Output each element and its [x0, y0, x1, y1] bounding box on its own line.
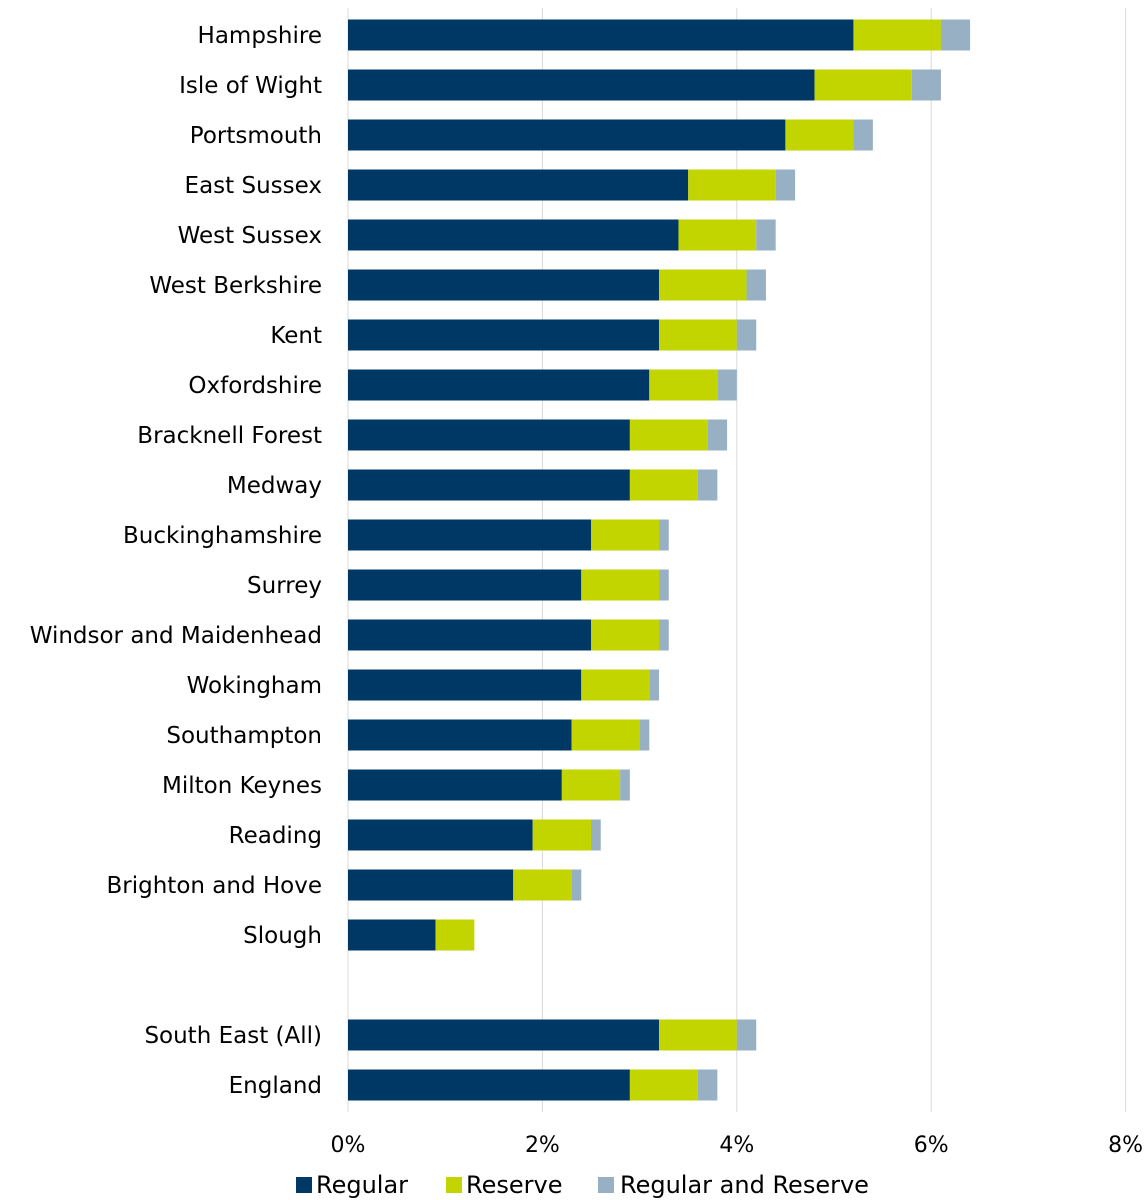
bar-reserve-southampton	[571, 719, 640, 751]
bar-reserve-buckinghamshire	[591, 519, 660, 551]
bar-reserve-east-sussex	[688, 169, 776, 201]
bar-regular-buckinghamshire	[348, 519, 591, 551]
category-label: Milton Keynes	[162, 773, 322, 799]
bar-reserve-surrey	[581, 569, 660, 601]
category-label: Southampton	[166, 723, 322, 749]
bar-regular-reading	[348, 819, 533, 851]
category-label: Bracknell Forest	[137, 423, 322, 449]
bar-regular-southampton	[348, 719, 572, 751]
bar-reserve-hampshire	[853, 19, 941, 51]
bar-reserve-west-sussex	[678, 219, 757, 251]
bar-regular-brighton-and-hove	[348, 869, 514, 901]
bar-regular-and-reserve-isle-of-wight	[911, 69, 941, 101]
bar-regular-isle-of-wight	[348, 69, 815, 101]
category-label: Isle of Wight	[179, 73, 322, 99]
bar-regular-and-reserve-east-sussex	[775, 169, 796, 201]
bar-regular-surrey	[348, 569, 582, 601]
category-label: Windsor and Maidenhead	[30, 623, 322, 649]
bar-regular-and-reserve-windsor-and-maidenhead	[659, 619, 669, 651]
bar-regular-windsor-and-maidenhead	[348, 619, 591, 651]
category-labels: Hampshire Isle of Wight Portsmouth East Sus…	[30, 23, 322, 1099]
bar-reserve-slough	[435, 919, 475, 951]
bar-regular-and-reserve-west-sussex	[756, 219, 776, 251]
bar-regular-and-reserve-buckinghamshire	[659, 519, 669, 551]
bar-regular-oxfordshire	[348, 369, 650, 401]
bar-regular-and-reserve-england	[697, 1069, 718, 1101]
bar-regular-milton-keynes	[348, 769, 562, 801]
category-label: Slough	[243, 923, 322, 949]
x-tick-label: 8%	[1108, 1133, 1143, 1158]
legend-swatch-reserve	[446, 1177, 462, 1193]
legend-label-regular: Regular	[316, 1171, 408, 1199]
bar-regular-and-reserve-reading	[591, 819, 601, 851]
bar-regular-and-reserve-oxfordshire	[717, 369, 737, 401]
bar-regular-portsmouth	[348, 119, 786, 151]
bar-reserve-wokingham	[581, 669, 650, 701]
legend-label-regular-and-reserve: Regular and Reserve	[620, 1171, 869, 1199]
bar-regular-wokingham	[348, 669, 582, 701]
x-axis-tick-labels: 0% 2% 4% 6% 8%	[331, 1133, 1144, 1158]
category-label: West Sussex	[178, 223, 322, 249]
x-tick-label: 6%	[914, 1133, 949, 1158]
bar-reserve-portsmouth	[785, 119, 854, 151]
category-label: Kent	[270, 323, 322, 349]
bars	[348, 19, 971, 1101]
bar-regular-and-reserve-south-east-all	[736, 1019, 757, 1051]
category-label: West Berkshire	[149, 273, 322, 299]
bar-regular-kent	[348, 319, 660, 351]
bar-regular-west-berkshire	[348, 269, 660, 301]
category-label: Oxfordshire	[188, 373, 322, 399]
bar-reserve-reading	[532, 819, 591, 851]
bar-regular-and-reserve-kent	[736, 319, 757, 351]
category-label: Portsmouth	[190, 123, 322, 149]
bar-regular-and-reserve-wokingham	[649, 669, 660, 701]
bar-regular-east-sussex	[348, 169, 689, 201]
category-label: South East (All)	[144, 1023, 322, 1049]
bar-regular-west-sussex	[348, 219, 679, 251]
bar-regular-bracknell-forest	[348, 419, 630, 451]
bar-regular-and-reserve-portsmouth	[853, 119, 873, 151]
bar-regular-slough	[348, 919, 436, 951]
category-label: Buckinghamshire	[123, 523, 322, 549]
legend-swatch-regular	[296, 1177, 312, 1193]
category-label: East Sussex	[185, 173, 322, 199]
bar-reserve-brighton-and-hove	[513, 869, 572, 901]
bar-regular-and-reserve-medway	[697, 469, 718, 501]
bar-regular-and-reserve-southampton	[639, 719, 650, 751]
bar-reserve-isle-of-wight	[814, 69, 912, 101]
x-tick-label: 2%	[525, 1133, 560, 1158]
bar-regular-and-reserve-west-berkshire	[746, 269, 766, 301]
legend: Regular Reserve Regular and Reserve	[296, 1171, 869, 1199]
bar-reserve-oxfordshire	[649, 369, 718, 401]
bar-reserve-windsor-and-maidenhead	[591, 619, 660, 651]
x-tick-label: 4%	[719, 1133, 754, 1158]
bar-regular-medway	[348, 469, 630, 501]
category-label: Medway	[227, 473, 322, 499]
bar-reserve-england	[629, 1069, 698, 1101]
bar-regular-and-reserve-bracknell-forest	[707, 419, 728, 451]
category-label: Surrey	[247, 573, 322, 599]
bar-reserve-milton-keynes	[561, 769, 621, 801]
bar-regular-and-reserve-surrey	[659, 569, 669, 601]
bar-reserve-medway	[629, 469, 698, 501]
bar-regular-and-reserve-hampshire	[940, 19, 971, 51]
bar-reserve-kent	[659, 319, 737, 351]
x-tick-label: 0%	[331, 1133, 366, 1158]
bar-reserve-south-east-all	[659, 1019, 737, 1051]
bar-regular-south-east-all	[348, 1019, 660, 1051]
category-label: England	[229, 1073, 322, 1099]
bar-regular-hampshire	[348, 19, 854, 51]
bar-regular-and-reserve-milton-keynes	[620, 769, 630, 801]
category-label: Wokingham	[187, 673, 322, 699]
bar-regular-england	[348, 1069, 630, 1101]
bar-reserve-west-berkshire	[659, 269, 747, 301]
bar-reserve-bracknell-forest	[629, 419, 708, 451]
legend-label-reserve: Reserve	[466, 1171, 562, 1199]
category-label: Reading	[229, 823, 322, 849]
category-label: Hampshire	[198, 23, 322, 49]
bar-regular-and-reserve-brighton-and-hove	[571, 869, 582, 901]
legend-swatch-regular-and-reserve	[598, 1177, 614, 1193]
category-label: Brighton and Hove	[107, 873, 323, 899]
